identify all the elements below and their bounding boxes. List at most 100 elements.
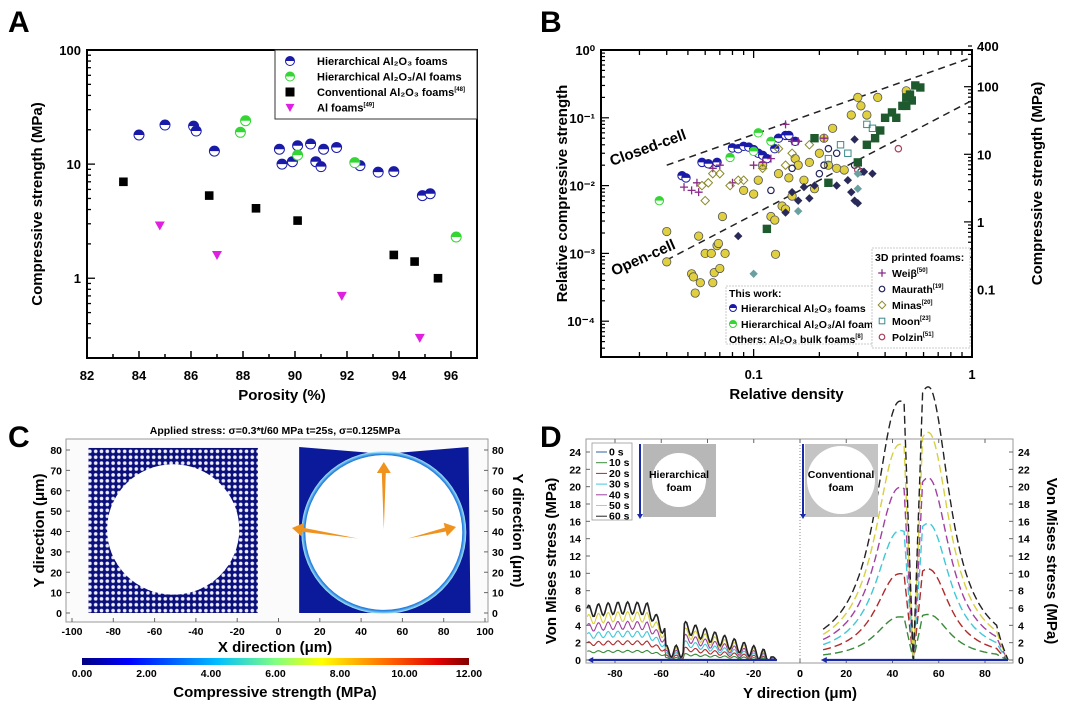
y-tick-label: 6 [575,603,581,615]
colorbar-tick-label: 0.00 [72,668,93,680]
data-point [862,140,872,149]
data-point [805,194,814,203]
data-point [424,188,436,200]
series-other-diamonds-light [749,169,863,279]
data-point [850,135,859,144]
data-point [859,167,869,176]
series-hierarchical-al-o-al-foams [234,115,462,243]
y-tick-label: 10 [50,588,62,600]
y-tick-label: 2 [575,638,581,650]
data-point [190,125,202,137]
x-tick-label: -100 [61,626,82,638]
data-point [662,226,672,237]
marker-fill [285,72,295,77]
legend-box [725,285,894,345]
data-point [853,169,863,178]
y-tick-label: 10⁻¹ [569,111,595,126]
legend-label: 20 s [609,468,630,480]
data-point [349,157,361,169]
data-point [799,182,809,192]
data-point [720,248,730,258]
inset-conventional-label2: foam [828,482,853,494]
legend-label-others: Others: Al₂O₃ bulk foams[8] [729,334,863,346]
hierarchical-pore [107,464,240,595]
data-point [766,154,775,163]
conventional-curve [822,568,1009,661]
marker-fill [292,140,303,146]
x-tick-label: 60 [933,668,945,680]
y2-tick-label: 20 [492,567,504,579]
marker-fill [784,131,794,136]
data-point [787,148,797,159]
data-point [240,115,252,127]
marker-fill [292,150,303,156]
data-point [753,175,763,185]
data-point [853,158,863,167]
data-point [315,161,327,173]
arrow-left-icon [820,657,827,663]
y-tick-label: 10⁰ [575,43,595,58]
data-point [133,129,145,141]
panel-label-c: C [8,421,30,454]
data-point [784,173,794,183]
y-tick-label: 40 [50,527,62,539]
legend-box [591,442,633,521]
colorbar-tick-label: 10.00 [391,668,417,680]
data-point [832,149,841,158]
legend: 0 s10 s20 s30 s40 s50 s60 s [591,442,633,523]
conventional-curve [822,477,1009,661]
arrow-left-icon [587,657,594,663]
y2-axis-label: Compressive strength (MPa) [1029,82,1046,285]
marker-fill [349,157,360,163]
y2-tick-label: 10 [1018,568,1030,580]
data-point [708,164,717,173]
data-point [767,186,775,195]
y-axis-label: Von Mises stress (MPa) [543,478,560,644]
data-point [810,134,819,143]
data-point [824,154,833,163]
data-point [876,126,885,135]
panel-label-a: A [8,6,30,39]
data-point [694,231,704,241]
x-axis-label: Y direction (μm) [743,685,857,702]
marker-fill [235,127,246,133]
data-point [680,183,689,192]
x-axis-label: X direction (μm) [218,639,332,656]
y2-tick-label: 80 [492,445,504,457]
marker-fill [790,137,800,142]
data-point [836,141,845,149]
inset-conventional-label: Conventional [808,469,875,481]
y-tick-label: 0 [575,655,581,667]
data-point [781,208,790,217]
data-point [389,250,399,260]
legend-marker [878,269,886,277]
marker-fill [655,196,664,201]
data-point [907,96,916,105]
legend-box [871,247,971,349]
data-point [688,272,699,282]
data-point [847,187,856,197]
x-tick-label: 60 [397,626,409,638]
data-point [758,158,767,167]
legend-label: Hierarchical Al₂O₃ foams [741,303,866,315]
y-tick-label: 10⁻² [569,179,595,194]
data-point [725,152,735,163]
data-point [293,216,302,225]
conventional-curve [822,613,1009,661]
data-point [388,166,400,178]
data-point [734,231,743,241]
y-axis-label: Relative compressive strength [554,85,571,303]
x-tick-label: -60 [147,626,162,638]
marker-fill [310,156,321,162]
data-point [770,249,781,259]
marker-fill [209,146,220,152]
data-point [804,139,815,150]
y-axis-label: Compressive strength (MPa) [29,102,46,305]
data-point [873,92,883,102]
legend-marker [285,103,295,112]
marker-fill [729,304,737,308]
data-point [824,144,833,153]
data-point [770,215,780,225]
data-point [414,333,425,343]
data-point [687,186,696,195]
